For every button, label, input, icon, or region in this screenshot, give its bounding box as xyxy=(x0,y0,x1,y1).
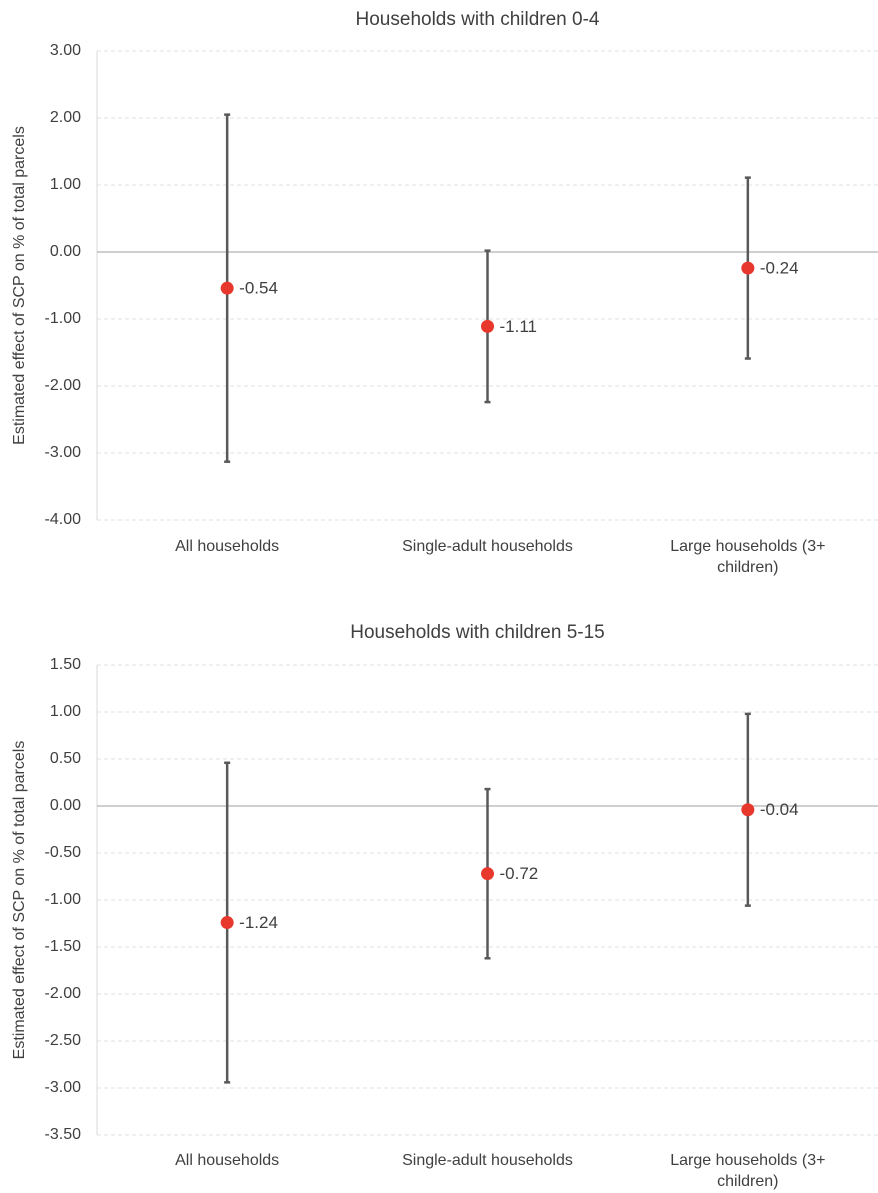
y-tick-label: 0.00 xyxy=(50,243,81,260)
data-label: -0.54 xyxy=(239,279,278,298)
y-tick-label: -1.50 xyxy=(45,938,82,955)
point xyxy=(220,916,234,930)
data-label: -1.24 xyxy=(239,913,278,932)
data-label: -0.24 xyxy=(760,259,799,278)
point xyxy=(481,319,494,333)
y-tick-label: 3.00 xyxy=(50,42,81,59)
y-axis-title: Estimated effect of SCP on % of total pa… xyxy=(11,126,28,445)
y-tick-label: 0.00 xyxy=(50,797,81,814)
data-label: -0.04 xyxy=(760,800,799,819)
x-tick-label: Single-adult households xyxy=(402,538,573,555)
y-tick-label: -3.50 xyxy=(45,1126,82,1143)
y-tick-label: 1.50 xyxy=(50,656,81,673)
data-label: -1.11 xyxy=(500,317,538,336)
y-tick-label: 1.00 xyxy=(50,176,81,193)
y-tick-label: -1.00 xyxy=(45,891,82,908)
y-tick-label: 0.50 xyxy=(50,750,81,767)
y-tick-label: 2.00 xyxy=(50,109,81,126)
point xyxy=(741,261,755,275)
y-tick-label: -0.50 xyxy=(45,844,82,861)
y-tick-label: -2.00 xyxy=(45,985,82,1002)
y-tick-label: -3.00 xyxy=(45,1079,82,1096)
data-label: -0.72 xyxy=(500,864,539,883)
x-tick-label: Large households (3+ children) xyxy=(670,1152,826,1190)
point xyxy=(481,867,494,881)
y-tick-label: 1.00 xyxy=(50,703,81,720)
y-tick-label: -2.00 xyxy=(45,377,82,394)
y-tick-label: -4.00 xyxy=(45,511,82,528)
x-tick-label: Large households (3+ children) xyxy=(670,538,826,576)
x-tick-label: All households xyxy=(175,1152,280,1169)
x-tick-label: Single-adult households xyxy=(402,1152,573,1169)
y-tick-label: -3.00 xyxy=(45,444,82,461)
point xyxy=(220,281,234,295)
y-tick-label: -2.50 xyxy=(45,1032,82,1049)
chart-title: Households with children 5-15 xyxy=(350,622,605,643)
chart-title: Households with children 0-4 xyxy=(356,9,600,30)
y-tick-label: -1.00 xyxy=(45,310,82,327)
x-tick-label: All households xyxy=(175,538,280,555)
point xyxy=(741,803,755,817)
y-axis-title: Estimated effect of SCP on % of total pa… xyxy=(11,741,28,1060)
